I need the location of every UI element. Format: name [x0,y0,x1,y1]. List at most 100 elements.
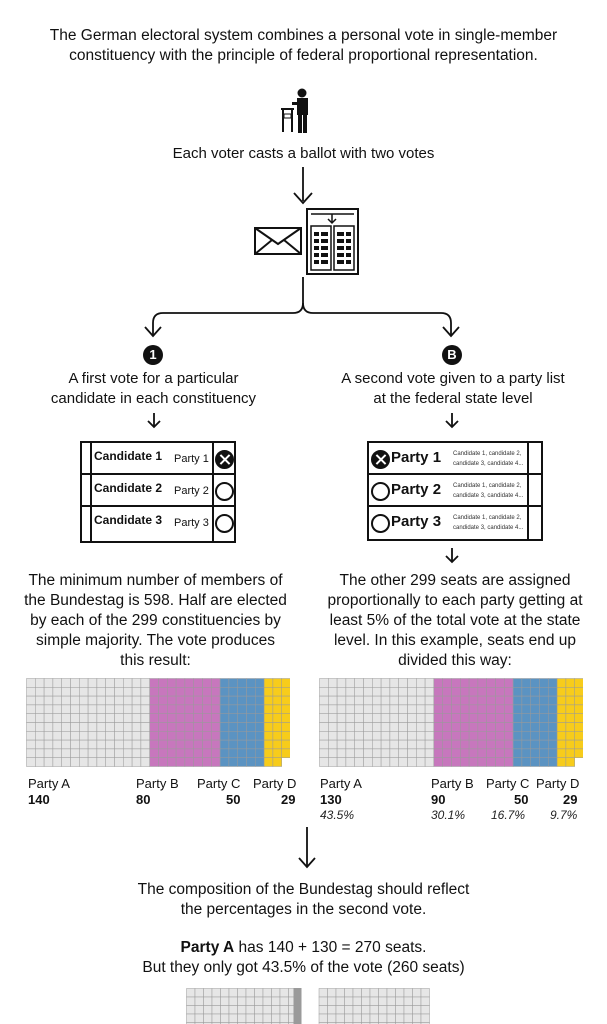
party-a-seat-cell [245,1022,255,1024]
party-a-seat-cell [194,1022,204,1024]
party-b-seat-cell [486,722,496,732]
party-a-seat-cell [336,695,347,706]
party-d-seat-cell [574,695,583,706]
party-a-seat-cell [380,739,391,750]
party-a-seat-cell [52,687,62,697]
party-a-seat-cell [354,678,364,688]
party-a-seat-cell [328,695,338,706]
party-b-seat-cell [486,739,496,750]
party-c-seat-cell [512,757,523,767]
voter-booth-icon [281,88,308,133]
party-d-seats: 29 [563,792,578,807]
arrow-down-icon [298,827,316,869]
party-a-seat-cell [416,678,426,688]
party-c-seat-cell [237,757,247,767]
party-a-seat-cell [363,695,373,706]
second-vote-heading-line-1: A second vote given to a party list [341,370,565,387]
party-b-seat-cell [495,748,505,758]
para-line: the Bundestag is 598. Half are elected [24,592,287,609]
party-b-seat-cell [175,695,186,706]
empty-checkbox-icon[interactable] [215,514,234,533]
party-c-seat-cell [521,704,531,714]
party-a-seat-cell [354,748,364,758]
party-b-seat-cell [477,678,487,688]
party-a-seat-cell [407,704,417,714]
party-a-seat-cell [398,731,408,741]
party-c-seat-cell [530,739,540,750]
party-a-seat-cell [389,757,399,767]
party-a-seat-cell [352,1005,362,1015]
party-a-seat-cell [352,1022,362,1024]
party-a-seat-cell [335,988,345,998]
party-a-seat-cell [335,1013,345,1023]
party-a-seat-cell [52,678,62,688]
party-a-seat-cell [369,1013,379,1023]
party-a-seat-cell [380,722,391,732]
marked-checkbox-icon[interactable] [215,450,234,469]
party-a-seat-cell [271,1005,281,1015]
party-a-seat-cell [140,704,150,714]
party-c-seat-cell [548,678,558,688]
party-c-seat-cell [246,687,256,697]
party-a-seat-cell [420,1013,430,1023]
party-b-seat-cell [451,713,461,723]
party-b-seat-cell [468,739,479,750]
party-a-seat-cell [123,757,133,767]
party-a-seat-cell [389,739,399,750]
party-b-seat-cell [433,678,443,688]
marked-checkbox-icon[interactable] [371,450,390,469]
first-vote-heading-line-1: A first vote for a particular [68,370,239,387]
party-a-seat-cell [318,1005,328,1015]
party-a-seat-cell [96,731,106,741]
party-a-seat-cell [412,1005,422,1015]
second-vote-ballot: Party 1 Candidate 1, candidate 2, candid… [367,441,543,541]
party-b-seat-cell [211,687,221,697]
party-a-seat-cell [327,1022,337,1024]
party-b-seat-cell [468,704,479,714]
party-a-seat-cell [61,713,71,723]
para-line: proportionally to each party getting at [327,592,583,609]
party-a-seat-cell [354,739,364,750]
party-a-seat-cell [228,988,238,998]
party-a-seat-cell [61,695,71,706]
party-b-seat-cell [433,731,443,741]
party-a-seats: 140 [28,792,50,807]
party-d-seat-cell [556,757,567,767]
party-b-seat-cell [184,713,194,723]
party-a-seat-cell [43,722,54,732]
party-a-seat-cell [395,1005,405,1015]
party-b-seat-cell [211,731,221,741]
party-a-seats: 130 [320,792,342,807]
party-b-seat-cell [193,731,203,741]
party-a-seat-cell [363,731,373,741]
party-c-seat-cell [228,678,238,688]
candidates-line: Candidate 1, candidate 2, [453,451,522,457]
empty-checkbox-icon[interactable] [215,482,234,501]
party-a-seat-cell [140,678,150,688]
party-a-seat-cell [345,748,355,758]
first-vote-explanation: The minimum number of members of the Bun… [8,571,303,671]
party-a-seat-cell [87,687,98,697]
party-a-seat-cell [336,704,347,714]
party-a-seat-cell [131,678,142,688]
party-a-seat-cell [363,748,373,758]
party-a-seat-cell [52,713,62,723]
party-a-seat-cell [416,739,426,750]
party-b-seat-cell [149,748,159,758]
party-a-seat-cell [328,731,338,741]
party-a-seat-cell [380,731,391,741]
party-c-seat-cell [237,748,247,758]
empty-checkbox-icon[interactable] [371,482,390,501]
party-a-seat-cell [123,695,133,706]
party-a-seat-cell [327,1005,337,1015]
candidates-line: candidate 3, candidate 4... [453,493,524,499]
party-a-seat-cell [386,1005,396,1015]
summary-party-name: Party A [180,939,235,956]
party-a-seat-cell [361,1013,371,1023]
party-c-seat-cell [521,695,531,706]
ballot-row: Party 2 Candidate 1, candidate 2, candid… [369,475,541,507]
party-b-seat-cell [442,704,452,714]
party-b-seat-cell [477,731,487,741]
empty-checkbox-icon[interactable] [371,514,390,533]
party-a-seat-cell [262,1022,272,1024]
